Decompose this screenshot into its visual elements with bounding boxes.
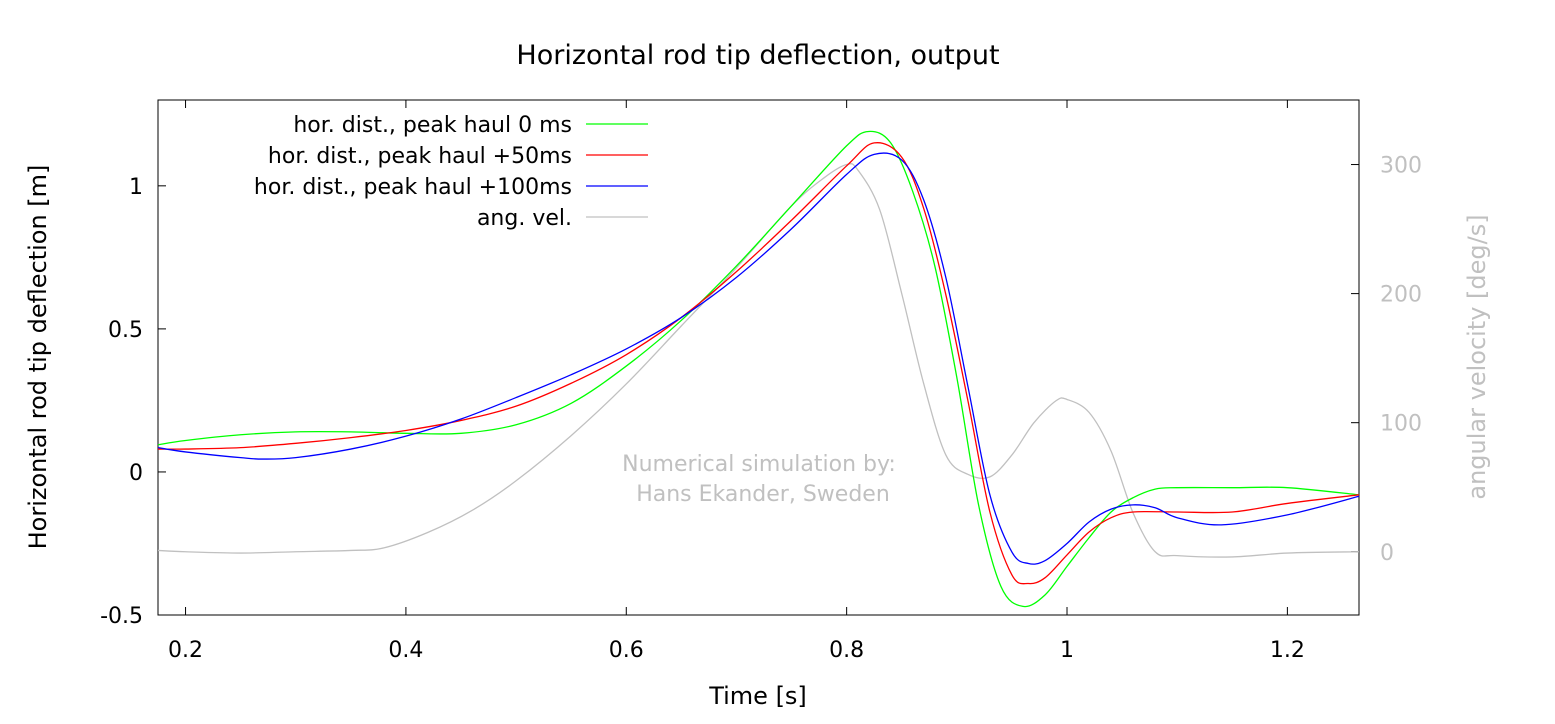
legend-label: hor. dist., peak haul 0 ms — [293, 113, 572, 138]
x-tick-label: 0.6 — [609, 638, 644, 663]
x-tick-label: 1 — [1060, 638, 1074, 663]
legend-label: hor. dist., peak haul +50ms — [268, 144, 572, 169]
chart-title: Horizontal rod tip deflection, output — [516, 40, 999, 71]
plot-frame — [157, 99, 1360, 616]
annotation-line-1: Numerical simulation by: — [622, 452, 896, 477]
legend-label: ang. vel. — [477, 206, 572, 231]
x-tick-label: 0.2 — [168, 638, 203, 663]
series-lines — [157, 130, 1360, 608]
x-axis-label: Time [s] — [708, 682, 807, 710]
y-tick-label: 0.5 — [108, 318, 143, 343]
series-line-hor-dist-peak-haul-0-ms — [157, 130, 1360, 608]
x-tick-label: 0.8 — [829, 638, 864, 663]
y-tick-label: 1 — [129, 175, 143, 200]
annotation-line-2: Hans Ekander, Sweden — [636, 482, 890, 507]
x-tick-label: 1.2 — [1270, 638, 1305, 663]
legend: hor. dist., peak haul 0 ms hor. dist., pe… — [254, 113, 648, 231]
y-tick-label: -0.5 — [100, 604, 143, 629]
series-line-hor-dist-peak-haul-100ms — [157, 152, 1360, 565]
y2-tick-label: 200 — [1380, 283, 1422, 308]
y2-tick-label: 100 — [1380, 412, 1422, 437]
series-line-ang-vel — [157, 162, 1360, 558]
y-axis-label: Horizontal rod tip deflection [m] — [24, 165, 52, 550]
x-tick-label: 0.4 — [388, 638, 423, 663]
axis-ticks: 0.2 0.4 0.6 0.8 1 1.2 -0.5 0 0.5 1 0 100 200 300 — [100, 100, 1422, 663]
y2-tick-label: 300 — [1380, 154, 1422, 179]
y2-tick-label: 0 — [1380, 541, 1394, 566]
legend-label: hor. dist., peak haul +100ms — [254, 175, 572, 200]
y2-axis-label: angular velocity [deg/s] — [1463, 214, 1491, 499]
y-tick-label: 0 — [129, 461, 143, 486]
